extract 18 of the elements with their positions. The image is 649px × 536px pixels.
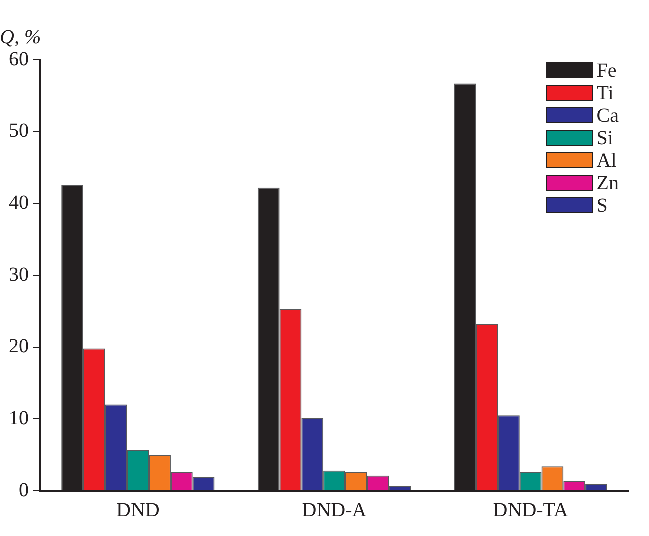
x-tick-label: DND xyxy=(116,499,160,522)
y-tick-label: 10 xyxy=(9,407,29,430)
x-tick-label: DND-TA xyxy=(493,499,569,522)
y-tick-label: 40 xyxy=(9,192,29,214)
legend-label: Ti xyxy=(596,82,614,104)
y-tick-label: 20 xyxy=(9,336,29,358)
legend-label: Zn xyxy=(596,172,619,194)
legend-label: Si xyxy=(596,127,614,150)
y-tick-label: 50 xyxy=(9,120,29,142)
y-axis-title: Q, % xyxy=(0,26,42,48)
y-tick-label: 60 xyxy=(9,48,29,70)
y-tick-label: 0 xyxy=(19,479,29,502)
y-tick-label: 30 xyxy=(9,264,29,286)
legend-label: Ca xyxy=(596,104,620,127)
legend-label: S xyxy=(596,194,608,217)
x-tick-label: DND-A xyxy=(302,499,368,522)
legend-label: Fe xyxy=(596,60,617,82)
legend-label: Al xyxy=(596,150,618,172)
